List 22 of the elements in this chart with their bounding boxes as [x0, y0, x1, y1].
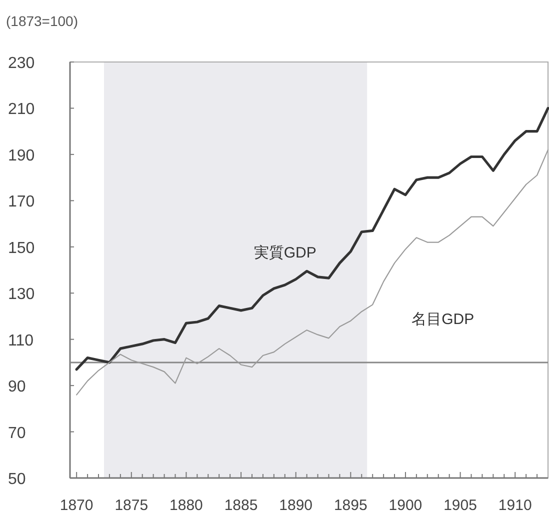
x-tick-label: 1905 — [444, 497, 477, 514]
y-tick-label: 110 — [8, 332, 34, 350]
y-tick-label: 130 — [8, 286, 35, 304]
x-tick-label: 1880 — [170, 497, 203, 514]
series-label: 実質GDP — [254, 244, 316, 262]
x-tick-label: 1870 — [60, 497, 94, 514]
text: 名目GDP — [412, 311, 474, 328]
y-tick-label: 170 — [8, 194, 35, 211]
y-tick-label: 190 — [8, 147, 35, 164]
x-tick-label: 1895 — [334, 497, 368, 514]
y-tick-label: 210 — [8, 101, 35, 118]
x-tick-label: 1900 — [388, 497, 422, 514]
x-tick-label: 1910 — [498, 497, 532, 514]
y-tick-label: 150 — [8, 240, 35, 257]
x-tick-label: 1885 — [224, 497, 258, 514]
y-tick-label: 70 — [8, 424, 26, 442]
y-axis-title: (1873=100) — [6, 13, 78, 29]
y-tick-label: 90 — [8, 378, 26, 396]
x-tick-label: 1890 — [279, 497, 313, 514]
y-tick-label: 230 — [8, 55, 35, 72]
x-tick-label: 1875 — [114, 497, 148, 514]
y-tick-label: 50 — [8, 471, 26, 488]
